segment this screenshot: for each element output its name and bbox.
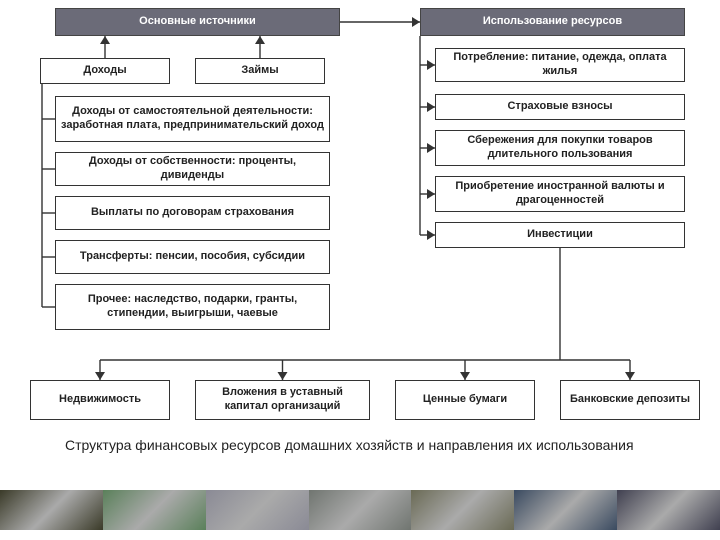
node-investments: Инвестиции: [435, 222, 685, 248]
node-self_income: Доходы от самостоятельной деятельности: …: [55, 96, 330, 142]
node-securities: Ценные бумаги: [395, 380, 535, 420]
node-real_estate: Недвижимость: [30, 380, 170, 420]
node-equity_invest: Вложения в уставный капитал организаций: [195, 380, 370, 420]
node-resource_use: Использование ресурсов: [420, 8, 685, 36]
diagram-caption: Структура финансовых ресурсов домашних х…: [65, 436, 655, 454]
node-bank_dep: Банковские депозиты: [560, 380, 700, 420]
footer-image-strip: [0, 490, 720, 530]
node-ins_contrib: Страховые взносы: [435, 94, 685, 120]
node-other_income: Прочее: наследство, подарки, гранты, сти…: [55, 284, 330, 330]
node-main_sources: Основные источники: [55, 8, 340, 36]
node-fx_metals: Приобретение иностранной валюты и драгоц…: [435, 176, 685, 212]
node-consumption: Потребление: питание, одежда, оплата жил…: [435, 48, 685, 82]
node-income: Доходы: [40, 58, 170, 84]
node-savings: Сбережения для покупки товаров длительно…: [435, 130, 685, 166]
node-loans: Займы: [195, 58, 325, 84]
node-prop_income: Доходы от собственности: проценты, дивид…: [55, 152, 330, 186]
node-insurance_pay: Выплаты по договорам страхования: [55, 196, 330, 230]
node-transfers: Трансферты: пенсии, пособия, субсидии: [55, 240, 330, 274]
